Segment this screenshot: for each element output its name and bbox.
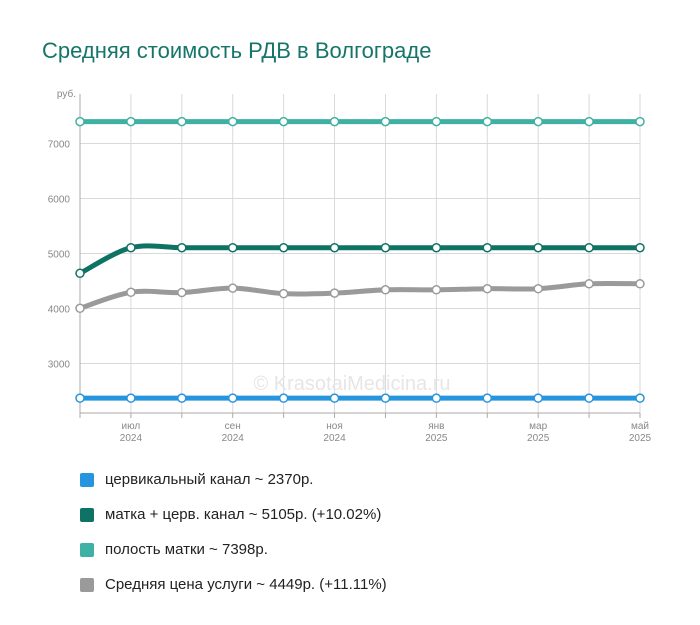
y-tick-label: 7000 (48, 140, 71, 151)
grid-layer (79, 94, 641, 413)
data-point (482, 116, 493, 127)
data-point (126, 393, 136, 403)
data-point (177, 242, 187, 253)
data-point (533, 116, 543, 127)
data-point (533, 242, 543, 253)
x-tick-label-year: 2024 (222, 433, 245, 444)
series-layer (75, 116, 645, 403)
y-tick-label: 6000 (48, 195, 71, 206)
axis-layer (79, 94, 641, 418)
watermark: © KrasotaiMedicina.ru (253, 373, 450, 395)
data-point (482, 242, 493, 253)
data-point (177, 287, 187, 298)
series-2 (75, 116, 645, 127)
data-point (177, 116, 187, 127)
series-line (77, 243, 643, 276)
data-point (329, 242, 340, 253)
legend-item: цервикальный канал ~ 2370р. (80, 462, 387, 497)
legend-label: матка + церв. канал ~ 5105р. (+10.02%) (105, 506, 382, 523)
data-point (278, 242, 289, 253)
data-point (635, 279, 645, 289)
x-tick-label-year: 2025 (629, 433, 652, 444)
x-tick-label-year: 2024 (120, 433, 143, 444)
series-0 (75, 393, 645, 403)
y-tick-label: 4000 (48, 305, 71, 316)
series-line (77, 280, 643, 311)
data-point (635, 242, 645, 253)
data-point (431, 393, 442, 403)
y-unit-label: руб. (57, 88, 76, 100)
data-point (126, 116, 136, 127)
data-point (227, 283, 238, 293)
legend-label: цервикальный канал ~ 2370р. (105, 471, 314, 488)
data-point (227, 393, 238, 403)
legend-swatch (80, 472, 94, 487)
data-point (75, 303, 85, 314)
data-point (482, 283, 493, 294)
data-point (126, 287, 136, 298)
x-tick-label-month: янв (428, 421, 444, 432)
data-point (635, 116, 645, 127)
y-tick-label: 3000 (48, 360, 71, 371)
line-chart: © KrasotaiMedicina.ru 300040005000600070… (48, 88, 652, 444)
legend-item: Средняя цена услуги ~ 4449р. (+11.11%) (80, 567, 387, 602)
data-point (431, 285, 442, 295)
data-point (227, 242, 238, 253)
x-tick-label-month: июл (122, 421, 141, 432)
chart-title: Средняя стоимость РДВ в Волгограде (42, 38, 432, 63)
data-point (533, 283, 543, 294)
legend-label: полость матки ~ 7398р. (105, 541, 268, 558)
data-point (380, 285, 391, 295)
y-tick-label: 5000 (48, 250, 71, 261)
x-tick-label-year: 2025 (425, 433, 448, 444)
data-point (278, 288, 289, 299)
data-point (227, 116, 238, 127)
x-tick-label-month: мар (529, 421, 547, 432)
label-layer: 30004000500060007000руб.июл2024сен2024но… (48, 88, 652, 444)
data-point (431, 116, 442, 127)
x-tick-label-year: 2025 (527, 433, 550, 444)
data-point (584, 393, 594, 403)
data-point (380, 242, 391, 253)
data-point (584, 116, 594, 127)
data-point (75, 393, 85, 403)
x-tick-label-month: сен (225, 421, 241, 432)
data-point (278, 116, 289, 127)
data-point (75, 116, 85, 127)
x-tick-label-month: ноя (326, 421, 343, 432)
data-point (584, 279, 594, 289)
legend: цервикальный канал ~ 2370р. матка + церв.… (80, 462, 387, 602)
series-3 (75, 279, 645, 314)
data-point (635, 393, 645, 403)
data-point (584, 242, 594, 253)
data-point (533, 393, 543, 403)
data-point (482, 393, 493, 403)
data-point (177, 393, 187, 403)
data-point (75, 268, 85, 279)
legend-swatch (80, 542, 94, 557)
data-point (329, 116, 340, 127)
data-point (126, 242, 136, 253)
data-point (329, 393, 340, 403)
legend-swatch (80, 577, 94, 592)
data-point (380, 393, 391, 403)
series-1 (75, 242, 645, 279)
x-tick-label-year: 2024 (323, 433, 346, 444)
legend-label: Средняя цена услуги ~ 4449р. (+11.11%) (105, 576, 387, 593)
data-point (329, 288, 340, 298)
data-point (431, 242, 442, 253)
legend-item: полость матки ~ 7398р. (80, 532, 387, 567)
legend-item: матка + церв. канал ~ 5105р. (+10.02%) (80, 497, 387, 532)
legend-swatch (80, 507, 94, 522)
data-point (278, 393, 289, 403)
x-tick-label-month: май (631, 421, 649, 432)
data-point (380, 116, 391, 127)
